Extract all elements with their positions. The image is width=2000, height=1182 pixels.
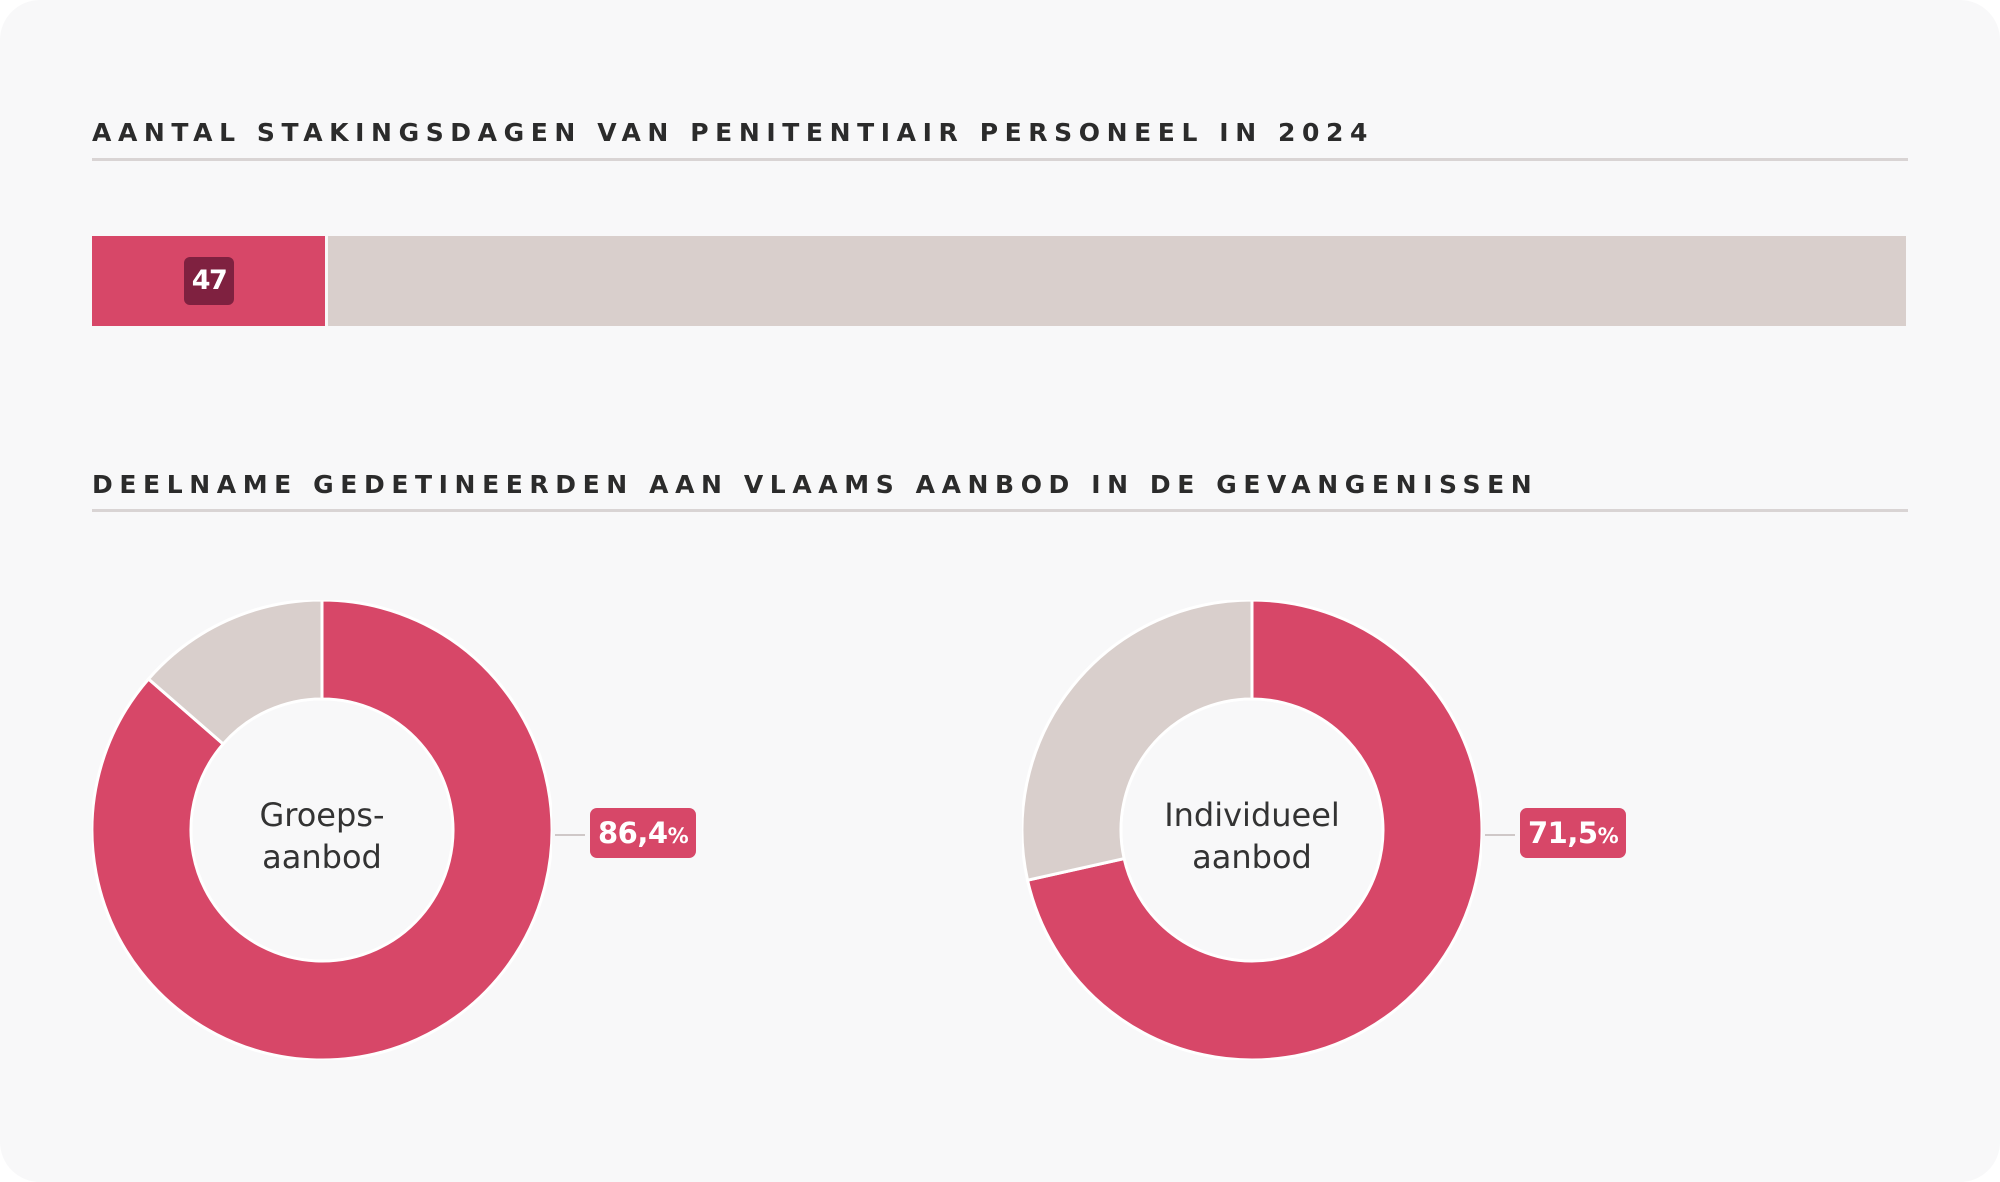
- group-offer-label-line-1: Groeps-: [259, 796, 385, 834]
- participation-title: DEELNAME GEDETINEERDEN AAN VLAAMS AANBOD…: [92, 470, 1539, 499]
- group-offer-percentage-unit: %: [667, 824, 689, 848]
- group-offer-leader-line: [555, 834, 585, 836]
- individual-offer-label-line-2: aanbod: [1192, 838, 1312, 876]
- strike-days-bar-svg: [92, 236, 1906, 326]
- group-offer-donut-svg: [92, 600, 552, 1060]
- group-offer-percentage-badge: 86,4%: [590, 808, 697, 858]
- individual-offer-donut-svg: [1022, 600, 1482, 1060]
- individual-offer-hole: [1122, 700, 1382, 960]
- strike-title-divider: [92, 158, 1908, 161]
- individual-offer-percentage-unit: %: [1597, 824, 1619, 848]
- individual-offer-value-slice: [1025, 600, 1482, 1060]
- individual-offer-percentage-value: 71,5: [1528, 816, 1598, 850]
- group-offer-hole: [192, 700, 452, 960]
- group-offer-percentage-value: 86,4: [598, 816, 668, 850]
- strike-days-value-badge: 47: [184, 257, 234, 305]
- strike-days-bar-chart: 47: [92, 236, 1906, 326]
- participation-title-divider: [92, 509, 1908, 512]
- strike-days-bar-remainder: [328, 236, 1906, 326]
- group-offer-label-line-2: aanbod: [262, 838, 382, 876]
- group-offer-remainder-slice: [146, 600, 324, 747]
- individual-offer-remainder-slice: [1022, 600, 1254, 882]
- group-offer-center-label: Groeps- aanbod: [202, 794, 442, 878]
- group-offer-value-slice: [92, 600, 552, 1060]
- individual-offer-donut-chart: Individueel aanbod 71,5%: [1022, 600, 1742, 1070]
- individual-offer-percentage-badge: 71,5%: [1520, 808, 1627, 858]
- individual-offer-center-label: Individueel aanbod: [1132, 794, 1372, 878]
- strike-days-title: AANTAL STAKINGSDAGEN VAN PENITENTIAIR PE…: [92, 118, 1375, 147]
- individual-offer-leader-line: [1485, 834, 1515, 836]
- individual-offer-label-line-1: Individueel: [1164, 796, 1340, 834]
- group-offer-donut-chart: Groeps- aanbod 86,4%: [92, 600, 812, 1070]
